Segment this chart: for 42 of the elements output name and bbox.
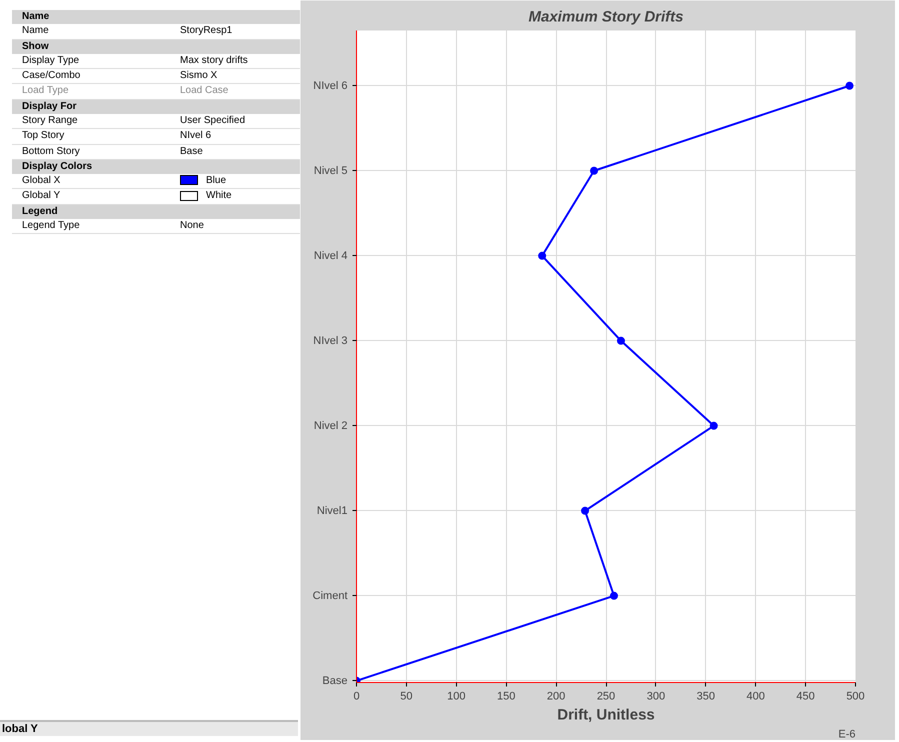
x-tick-label: 500 xyxy=(846,690,865,702)
panel-row: Story Range User Specified xyxy=(12,114,300,129)
x-axis-title: Drift, Unitless xyxy=(557,706,655,724)
x-tick-label: 150 xyxy=(497,690,516,702)
x-tick-label: 300 xyxy=(646,690,666,702)
panel-row: Top Story NIvel 6 xyxy=(12,128,300,144)
y-tick-label: Nivel 4 xyxy=(314,250,348,262)
x-tick-label: 450 xyxy=(796,690,815,702)
panel-row: Display Type Max story drifts xyxy=(12,54,300,69)
panel-row: Load Type Load Case xyxy=(12,84,300,100)
panel-header-row: Legend xyxy=(12,204,300,219)
chart-title: Maximum Story Drifts xyxy=(528,8,684,26)
point xyxy=(710,422,718,430)
panel-header-row: Display Colors xyxy=(12,159,300,174)
x-tick-label: 400 xyxy=(746,690,765,702)
panel-row: Case/Combo Sismo X xyxy=(12,68,300,84)
panel-row: Bottom Story Base xyxy=(12,144,300,160)
point xyxy=(590,166,598,175)
text: E-6 xyxy=(838,728,856,740)
y-tick-label: Nivel1 xyxy=(316,504,348,517)
point xyxy=(581,506,590,515)
x-tick-label: 200 xyxy=(546,690,566,702)
point xyxy=(846,82,854,90)
picture-panel-strip: lobal Y xyxy=(0,720,298,736)
y-tick-label: NIvel 3 xyxy=(313,334,348,347)
x-tick-label: 50 xyxy=(400,690,413,702)
panel-row: Name StoryResp1 xyxy=(12,24,300,40)
point xyxy=(538,252,546,260)
panel-row: Global X Blue xyxy=(12,174,300,189)
x-tick-label: 350 xyxy=(696,690,715,702)
y-tick-label: Nivel 2 xyxy=(314,420,348,432)
x-tick-label: 0 xyxy=(353,690,360,702)
x-tick-label: 100 xyxy=(447,690,466,702)
panel-row: Global Y White xyxy=(12,188,300,204)
x-tick-label: 250 xyxy=(596,690,616,702)
y-tick-label: Ciment xyxy=(312,590,348,602)
panel-row: Legend Type None xyxy=(12,218,300,234)
point xyxy=(610,592,618,600)
y-tick-label: NIvel 6 xyxy=(313,80,348,92)
y-tick-label: Nivel 5 xyxy=(314,164,348,177)
point xyxy=(616,336,625,345)
y-tick-label: Base xyxy=(322,674,348,687)
